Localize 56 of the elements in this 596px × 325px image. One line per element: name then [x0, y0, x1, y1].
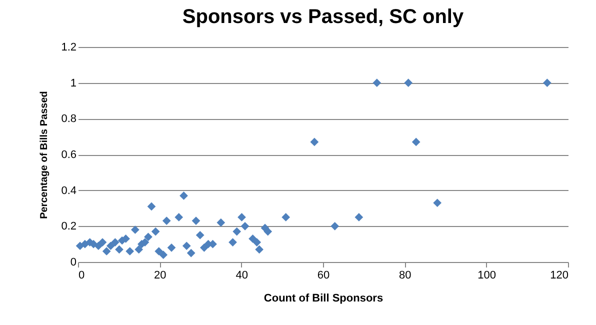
y-tick-label: 1.2 — [61, 42, 76, 54]
point — [147, 202, 156, 211]
point — [174, 213, 184, 222]
point — [98, 238, 107, 246]
point — [240, 222, 250, 230]
x-tick-label: 40 — [236, 270, 248, 282]
y-axis-title: Percentage of Bills Passed — [39, 91, 50, 219]
x-tick-label: 20 — [154, 270, 166, 282]
point — [144, 232, 152, 242]
x-tick-label: 80 — [399, 270, 412, 282]
y-tick-label: 0.4 — [61, 184, 76, 197]
point — [264, 227, 272, 236]
point — [115, 245, 124, 254]
point — [180, 192, 188, 200]
point — [154, 247, 164, 256]
point — [162, 216, 171, 225]
point — [186, 248, 196, 258]
point — [130, 226, 140, 234]
point — [238, 213, 246, 222]
point — [255, 245, 264, 254]
point — [542, 78, 552, 88]
point — [126, 247, 134, 256]
point — [94, 242, 103, 250]
point — [182, 242, 191, 250]
point — [252, 238, 262, 246]
chart-title: Sponsors vs Passed, SC only — [182, 6, 464, 28]
y-tick-label: 0.2 — [61, 220, 76, 233]
point — [192, 216, 200, 225]
point — [167, 243, 176, 252]
x-tick-label: 100 — [478, 270, 496, 282]
y-tick-label: 0.8 — [61, 113, 76, 126]
x-axis-title: Count of Bill Sponsors — [264, 292, 384, 304]
y-tick-label: 0.6 — [61, 149, 76, 161]
point — [433, 198, 442, 208]
x-tick-label: 60 — [317, 270, 330, 282]
point — [354, 213, 364, 222]
point — [110, 238, 120, 246]
point — [228, 238, 237, 246]
point — [106, 242, 115, 250]
point — [412, 138, 420, 146]
point — [216, 218, 226, 227]
y-tick-label: 1 — [70, 77, 76, 90]
x-tick-label: 120 — [550, 270, 568, 282]
point — [134, 245, 144, 254]
point — [102, 247, 111, 256]
point — [196, 230, 204, 240]
point — [159, 250, 168, 260]
point — [404, 78, 413, 88]
point — [151, 227, 160, 236]
point — [372, 78, 382, 88]
y-tick-label: 0 — [70, 256, 76, 268]
point — [282, 213, 290, 222]
x-tick-label: 0 — [78, 270, 85, 282]
point — [232, 227, 242, 236]
point — [310, 138, 319, 146]
point — [330, 222, 340, 230]
